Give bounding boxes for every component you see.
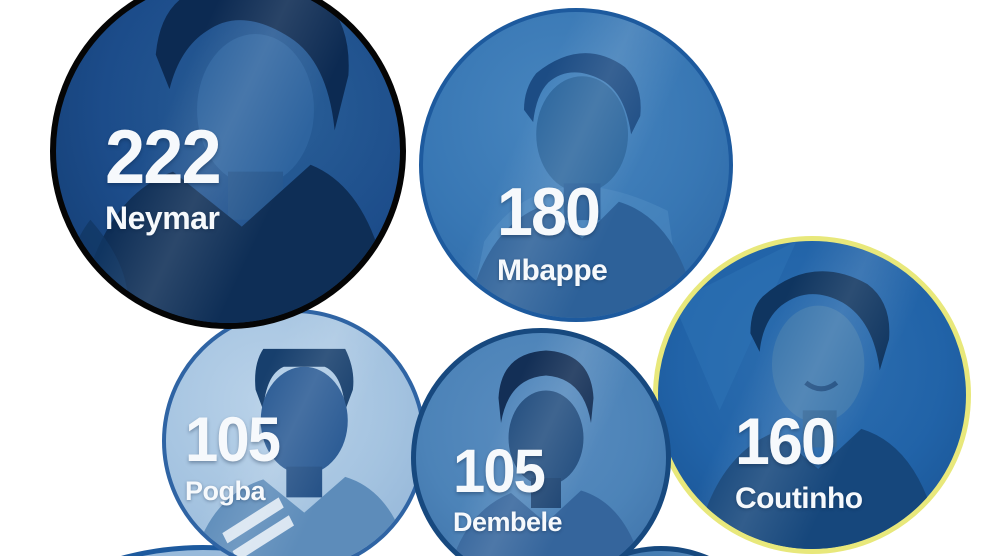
player-name-label: Mbappe (497, 254, 608, 287)
player-name-label: Coutinho (735, 482, 863, 515)
transfer-fee-value: 222 (105, 115, 222, 200)
pogba-portrait (194, 348, 409, 556)
transfer-fee-value: 105 (185, 405, 281, 475)
player-name-label: Dembele (453, 507, 563, 537)
transfer-fee-value: 105 (453, 437, 546, 505)
player-bubble-pogba: 105 Pogba (162, 309, 426, 556)
mbappe-portrait (465, 53, 699, 318)
player-bubble-mbappe: 180 Mbappe (419, 8, 733, 322)
transfer-fee-value: 180 (497, 174, 601, 250)
transfer-fee-value: 160 (735, 404, 836, 478)
neymar-portrait (62, 0, 394, 323)
player-bubble-coutinho-highlighted: 160 Coutinho (653, 236, 971, 554)
player-bubble-dembele: 105 Dembele (411, 328, 671, 556)
dembele-portrait (453, 350, 640, 556)
coutinho-portrait (673, 241, 942, 549)
player-name-label: Pogba (185, 476, 266, 506)
player-bubble-neymar: 222 Neymar (50, 0, 406, 329)
player-name-label: Neymar (105, 200, 220, 236)
